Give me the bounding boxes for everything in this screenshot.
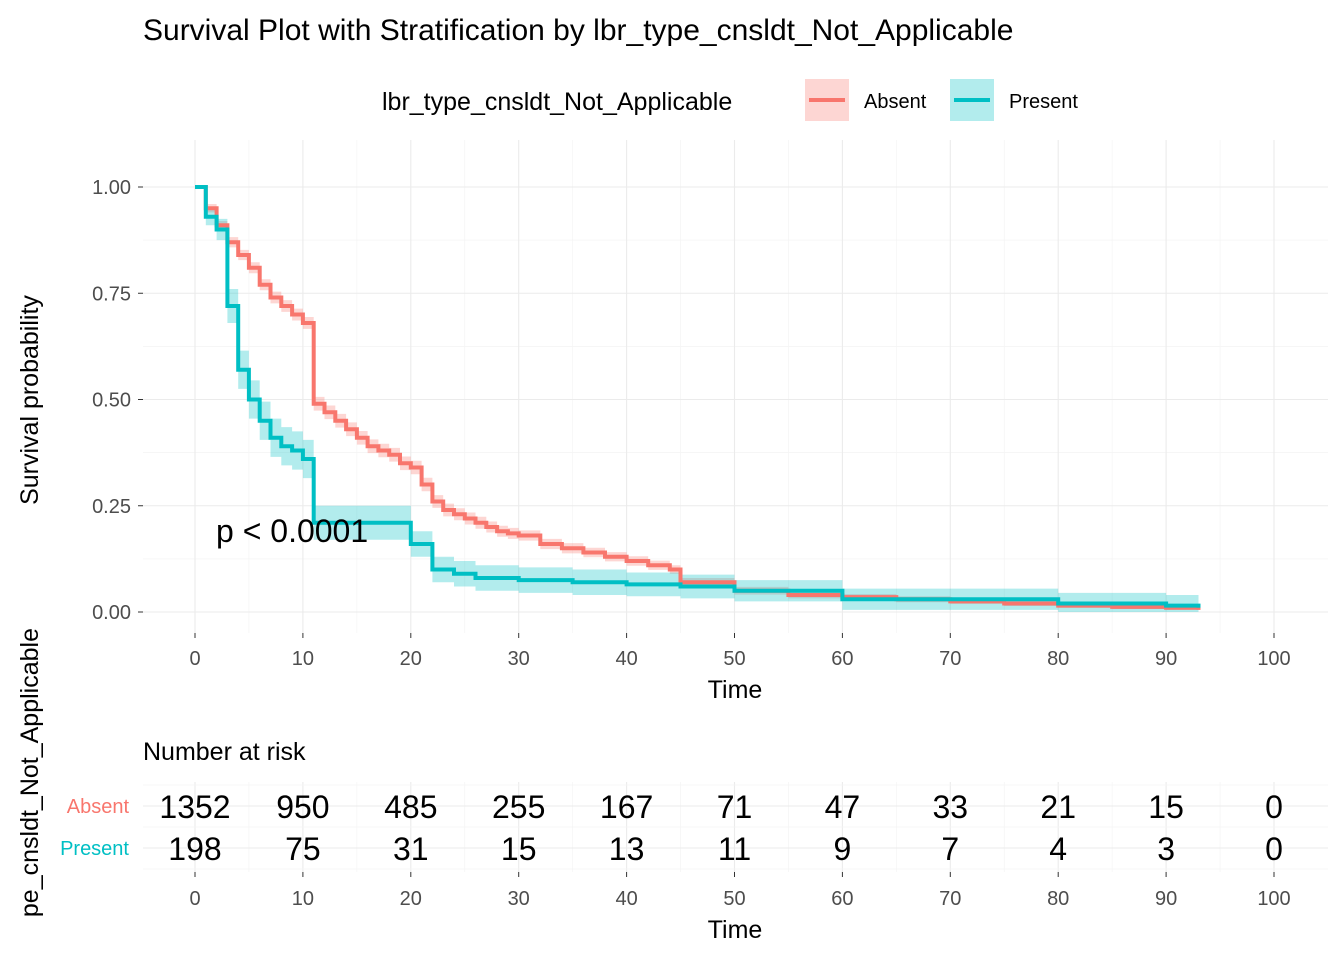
y-tick-label: 0.50 [92, 390, 131, 412]
risk-count: 21 [1040, 789, 1076, 825]
risk-count: 13 [609, 831, 645, 867]
risk-row-label-absent: Absent [67, 796, 130, 818]
risk-y-axis-title: pe_cnsldt_Not_Applicable [16, 628, 44, 917]
risk-count: 0 [1265, 789, 1283, 825]
chart-title: Survival Plot with Stratification by lbr… [143, 14, 1013, 47]
y-tick-label: 0.00 [92, 602, 131, 624]
risk-x-tick-label: 70 [939, 888, 961, 910]
risk-count: 4 [1049, 831, 1067, 867]
y-tick-label: 0.25 [92, 496, 131, 518]
risk-x-tick-label: 30 [508, 888, 530, 910]
risk-x-tick-label: 60 [831, 888, 853, 910]
risk-count: 7 [941, 831, 959, 867]
risk-count: 15 [1148, 789, 1184, 825]
risk-count: 15 [501, 831, 537, 867]
risk-x-tick-label: 10 [292, 888, 314, 910]
risk-x-tick-label: 100 [1257, 888, 1290, 910]
ci-band-absent [195, 187, 1199, 612]
risk-count: 9 [834, 831, 852, 867]
axes: 0 10 20 30 40 50 60 70 80 90 100 0.00 0.25 0.50 0.75 1.… [92, 177, 1291, 670]
risk-x-tick-label: 80 [1047, 888, 1069, 910]
risk-x-tick-label: 90 [1155, 888, 1177, 910]
y-tick-label: 0.75 [92, 283, 131, 305]
x-tick-label: 80 [1047, 648, 1069, 670]
risk-table-title: Number at risk [143, 738, 306, 766]
risk-x-tick-label: 40 [615, 888, 637, 910]
x-tick-label: 90 [1155, 648, 1177, 670]
risk-count: 75 [285, 831, 321, 867]
risk-x-tick-label: 20 [400, 888, 422, 910]
confidence-bands [195, 187, 1199, 612]
risk-count: 485 [384, 789, 437, 825]
risk-table: Number at risk Absent 1352 950 485 255 167 71 4… [16, 628, 1328, 944]
grid [143, 140, 1328, 633]
survival-lines [195, 185, 1201, 610]
risk-count: 33 [933, 789, 969, 825]
risk-count: 0 [1265, 831, 1283, 867]
y-tick-label: 1.00 [92, 177, 131, 199]
y-axis-title: Survival probability [16, 295, 44, 505]
risk-count: 11 [718, 831, 751, 867]
legend-title: lbr_type_cnsldt_Not_Applicable [382, 88, 732, 116]
x-tick-label: 60 [831, 648, 853, 670]
risk-count: 167 [600, 789, 653, 825]
risk-count: 1352 [159, 789, 230, 825]
p-value-annotation: p < 0.0001 [216, 513, 368, 549]
x-tick-label: 10 [292, 648, 314, 670]
risk-count: 47 [825, 789, 861, 825]
risk-x-tick-label: 50 [723, 888, 745, 910]
x-tick-label: 70 [939, 648, 961, 670]
risk-count: 3 [1157, 831, 1175, 867]
survival-line-absent [195, 185, 1201, 610]
risk-count: 71 [717, 789, 753, 825]
risk-x-tick-label: 0 [189, 888, 200, 910]
risk-count: 31 [393, 831, 429, 867]
legend-label-absent: Absent [864, 91, 927, 113]
x-tick-label: 0 [189, 648, 200, 670]
x-tick-label: 100 [1257, 648, 1290, 670]
x-axis-title: Time [708, 676, 763, 704]
x-tick-label: 30 [508, 648, 530, 670]
risk-count: 198 [168, 831, 221, 867]
legend: lbr_type_cnsldt_Not_Applicable Absent Pre… [382, 79, 1078, 121]
risk-row-label-present: Present [60, 838, 129, 860]
x-tick-label: 40 [615, 648, 637, 670]
risk-count: 255 [492, 789, 545, 825]
survival-line-present [195, 185, 1201, 608]
x-tick-label: 50 [723, 648, 745, 670]
risk-count: 950 [276, 789, 329, 825]
x-tick-label: 20 [400, 648, 422, 670]
risk-x-axis-title: Time [708, 916, 763, 944]
legend-label-present: Present [1009, 91, 1078, 113]
